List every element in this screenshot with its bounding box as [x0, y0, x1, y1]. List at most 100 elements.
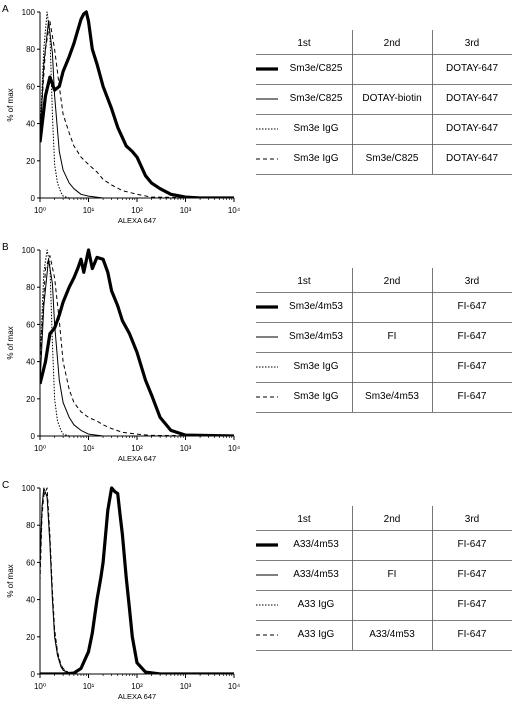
y-tick-label: 40: [26, 358, 35, 367]
x-axis-label: ALEXA 647: [118, 692, 156, 701]
table-cell: Sm3e IgG: [293, 361, 339, 372]
y-tick-label: 0: [31, 432, 36, 441]
series-line-thick: [40, 248, 234, 436]
series-line-dashed: [40, 20, 234, 198]
table-cell: DOTAY-647: [445, 93, 499, 104]
table-header: 1st: [297, 38, 311, 49]
table-header: 2nd: [383, 514, 401, 525]
table-cell: Sm3e/C825: [365, 153, 419, 164]
table-cell: FI-647: [457, 569, 487, 580]
panel-letter: B: [2, 242, 9, 253]
series-line-thin: [40, 487, 234, 674]
table-header: 3rd: [464, 514, 480, 525]
panel-c: C 0 20 40 60 80 100 10⁰ 10¹ 10² 10³ 10⁴ ALEXA 647 % …: [0, 476, 512, 714]
legend-table: 1st 2nd 3rd Sm3e/4m53 FI-647 Sm3e/4m53 FI FI-64…: [256, 268, 512, 428]
legend-table: 1st 2nd 3rd A33/4m53 FI-647 A33/4m53 FI FI-647 A…: [256, 506, 512, 666]
table-cell: FI-647: [457, 331, 487, 342]
y-tick-label: 80: [26, 283, 35, 292]
series-line-thin: [40, 20, 234, 198]
y-tick-label: 20: [26, 633, 35, 642]
table-header: 2nd: [383, 38, 401, 49]
series-line-thick: [40, 10, 234, 198]
series-line-dotted: [40, 11, 234, 198]
x-tick-label: 10²: [131, 444, 143, 453]
x-tick-label: 10²: [131, 682, 143, 691]
y-tick-label: 20: [26, 157, 35, 166]
x-tick-label: 10¹: [83, 444, 95, 453]
y-tick-label: 60: [26, 82, 35, 91]
x-tick-label: 10⁰: [34, 682, 46, 691]
x-tick-label: 10³: [180, 444, 192, 453]
table-cell: A33/4m53: [369, 629, 415, 640]
y-tick-label: 100: [22, 246, 36, 255]
x-tick-label: 10³: [180, 206, 192, 215]
table-cell: Sm3e/4m53: [289, 301, 343, 312]
table-cell: DOTAY-647: [445, 153, 499, 164]
x-tick-label: 10²: [131, 206, 143, 215]
table-cell: FI-647: [457, 539, 487, 550]
y-tick-label: 0: [31, 194, 36, 203]
table-cell: Sm3e/4m53: [289, 331, 343, 342]
panel-b: B 0 20 40 60 80 100 10⁰ 10¹ 10² 10³ 10⁴ ALEXA 647 % …: [0, 238, 512, 476]
table-cell: Sm3e IgG: [293, 391, 339, 402]
y-tick-label: 100: [22, 8, 36, 17]
table-cell: Sm3e/4m53: [365, 391, 419, 402]
table-cell: Sm3e IgG: [293, 123, 339, 134]
x-tick-label: 10³: [180, 682, 192, 691]
table-cell: FI-647: [457, 301, 487, 312]
table-cell: A33/4m53: [293, 569, 339, 580]
table-cell: Sm3e IgG: [293, 153, 339, 164]
x-axis-label: ALEXA 647: [118, 454, 156, 463]
table-header: 3rd: [464, 276, 480, 287]
y-tick-label: 100: [22, 484, 36, 493]
legend-table: 1st 2nd 3rd Sm3e/C825 DOTAY-647 Sm3e/C825 DOTA…: [256, 30, 512, 190]
table-cell: FI-647: [457, 391, 487, 402]
panel-a: A 0 20 40 60 80 100 10⁰ 10¹ 10² 10³ 10⁴ ALEXA 647 % …: [0, 0, 512, 238]
y-tick-label: 20: [26, 395, 35, 404]
series-line-dotted: [40, 249, 234, 436]
x-tick-label: 10¹: [83, 682, 95, 691]
series-line-dashed: [40, 255, 234, 436]
table-cell: FI-647: [457, 599, 487, 610]
x-axis-label: ALEXA 647: [118, 216, 156, 225]
table-grid: [256, 506, 512, 651]
table-cell: A33 IgG: [297, 629, 335, 640]
series-line-dotted: [40, 491, 234, 674]
table-header: 1st: [297, 514, 311, 525]
y-tick-label: 40: [26, 120, 35, 129]
y-axis-label: % of max: [6, 326, 15, 359]
table-cell: Sm3e/C825: [289, 63, 343, 74]
series-line-dashed: [40, 487, 234, 674]
histogram-plot: 0 20 40 60 80 100 10⁰ 10¹ 10² 10³ 10⁴ ALEXA 647 % of…: [6, 484, 241, 701]
series-line-thick: [40, 486, 234, 674]
table-grid: [256, 30, 512, 175]
x-tick-label: 10⁴: [228, 682, 241, 691]
table-cell: FI-647: [457, 629, 487, 640]
panel-letter: C: [2, 480, 10, 491]
x-tick-label: 10¹: [83, 206, 95, 215]
table-cell: FI: [387, 331, 397, 342]
table-cell: DOTAY-647: [445, 123, 499, 134]
x-tick-label: 10⁰: [34, 444, 46, 453]
table-cell: FI-647: [457, 361, 487, 372]
table-cell: Sm3e/C825: [289, 93, 343, 104]
y-tick-label: 80: [26, 45, 35, 54]
histogram-plot: 0 20 40 60 80 100 10⁰ 10¹ 10² 10³ 10⁴ ALEXA 647 % of…: [6, 246, 241, 463]
x-tick-label: 10⁰: [34, 206, 46, 215]
y-tick-label: 60: [26, 558, 35, 567]
table-header: 2nd: [383, 276, 401, 287]
y-tick-label: 0: [31, 670, 36, 679]
table-cell: A33/4m53: [293, 539, 339, 550]
table-grid: [256, 268, 512, 413]
y-tick-label: 80: [26, 521, 35, 530]
table-header: 1st: [297, 276, 311, 287]
x-tick-label: 10⁴: [228, 444, 241, 453]
y-tick-label: 40: [26, 596, 35, 605]
table-cell: DOTAY-647: [445, 63, 499, 74]
histogram-plot: 0 20 40 60 80 100 10⁰ 10¹ 10² 10³ 10⁴ ALEXA 647 % of…: [6, 8, 241, 225]
table-cell: DOTAY-biotin: [362, 93, 422, 104]
y-axis-label: % of max: [6, 564, 15, 597]
table-cell: A33 IgG: [297, 599, 335, 610]
y-tick-label: 60: [26, 320, 35, 329]
x-tick-label: 10⁴: [228, 206, 241, 215]
